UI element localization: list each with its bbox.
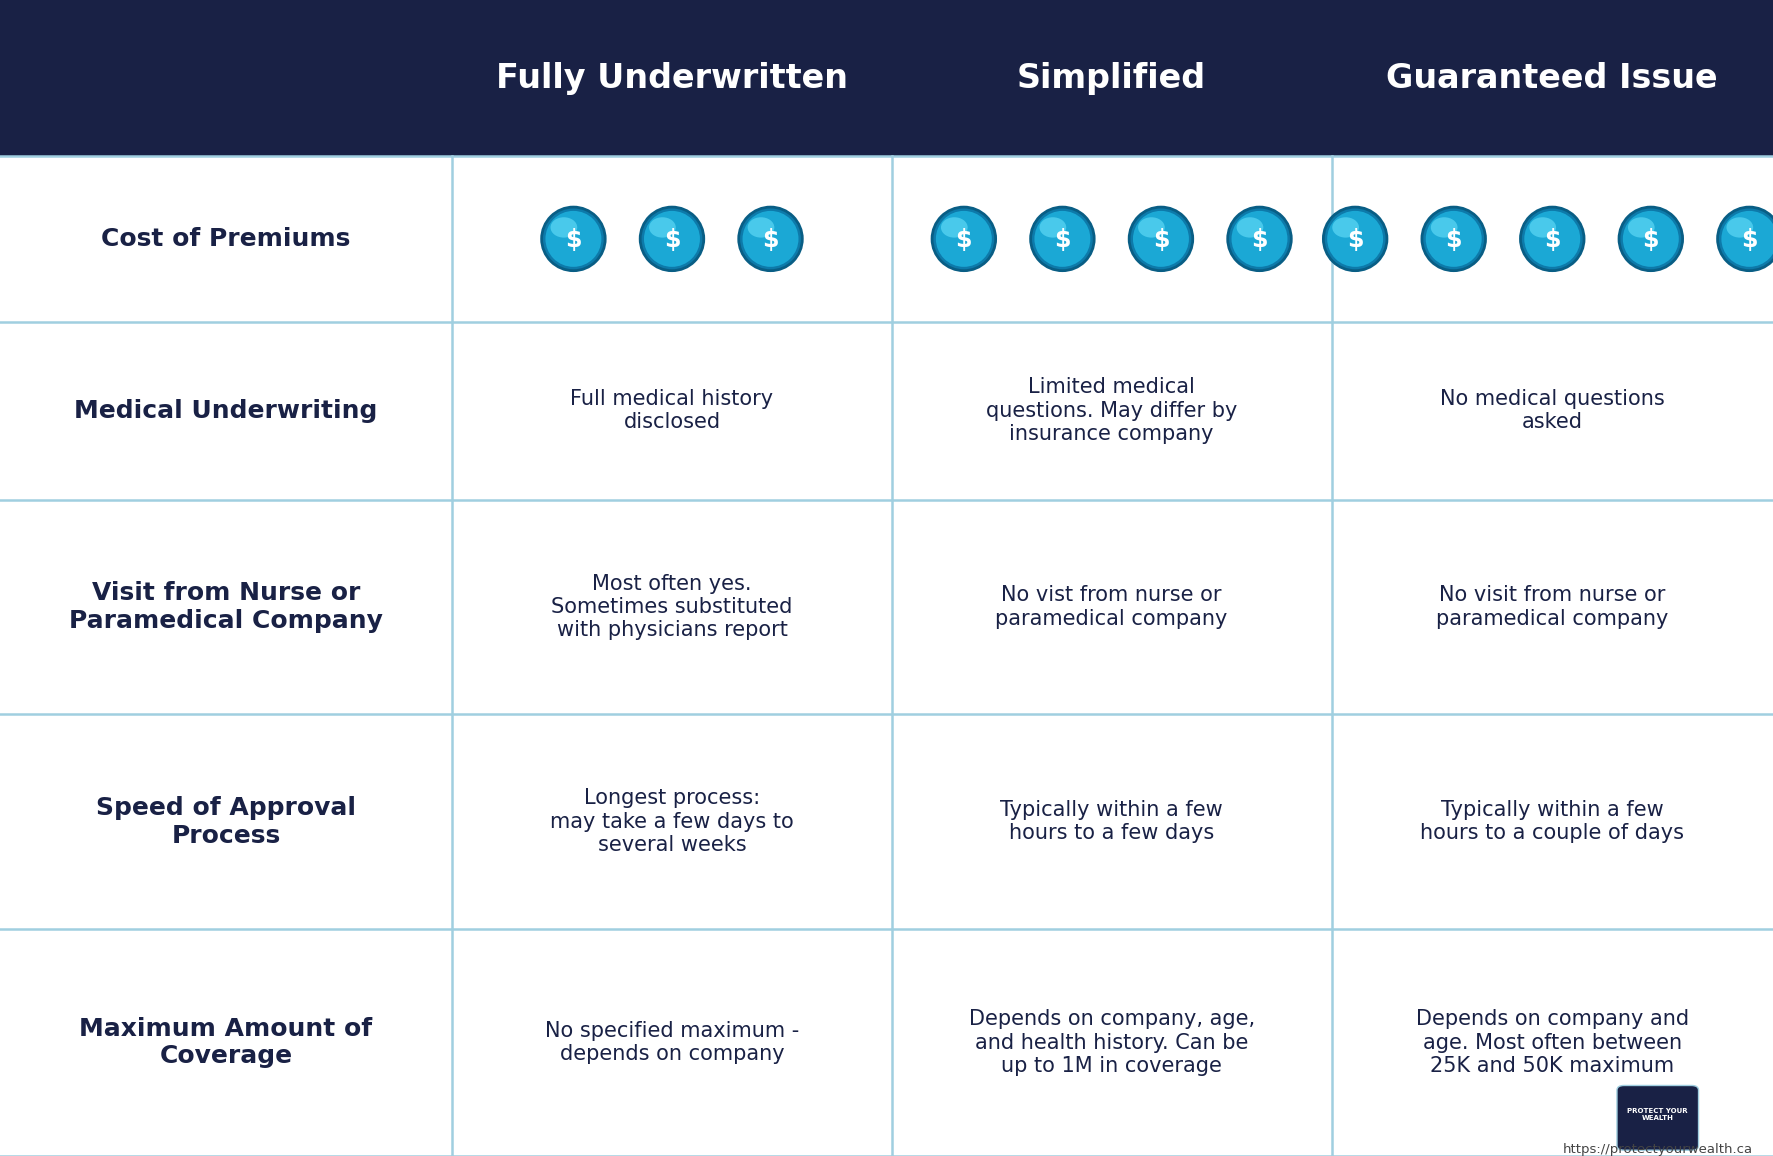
FancyBboxPatch shape: [0, 0, 1773, 156]
Ellipse shape: [1034, 210, 1090, 267]
Ellipse shape: [739, 207, 803, 271]
Text: Full medical history
disclosed: Full medical history disclosed: [571, 390, 773, 432]
Ellipse shape: [1431, 217, 1457, 238]
Text: $: $: [663, 228, 681, 252]
Text: Depends on company and
age. Most often between
25K and 50K maximum: Depends on company and age. Most often b…: [1415, 1009, 1690, 1076]
Ellipse shape: [1622, 210, 1679, 267]
Text: No specified maximum -
depends on company: No specified maximum - depends on compan…: [544, 1021, 800, 1065]
Text: PROTECT YOUR
WEALTH: PROTECT YOUR WEALTH: [1628, 1107, 1688, 1121]
Text: Medical Underwriting: Medical Underwriting: [74, 399, 378, 423]
Text: Maximum Amount of
Coverage: Maximum Amount of Coverage: [80, 1016, 372, 1068]
Ellipse shape: [1525, 210, 1580, 267]
Text: No visit from nurse or
paramedical company: No visit from nurse or paramedical compa…: [1436, 585, 1668, 629]
Ellipse shape: [1628, 217, 1654, 238]
Ellipse shape: [1332, 217, 1358, 238]
FancyBboxPatch shape: [1617, 1085, 1699, 1150]
Text: $: $: [1152, 228, 1168, 252]
Ellipse shape: [748, 217, 775, 238]
Ellipse shape: [743, 210, 798, 267]
Text: $: $: [1055, 228, 1071, 252]
Ellipse shape: [1133, 210, 1190, 267]
Ellipse shape: [1530, 217, 1557, 238]
Ellipse shape: [644, 210, 700, 267]
Text: Guaranteed Issue: Guaranteed Issue: [1386, 61, 1718, 95]
Ellipse shape: [1722, 210, 1773, 267]
Text: $: $: [1741, 228, 1757, 252]
FancyBboxPatch shape: [0, 156, 1773, 1156]
Ellipse shape: [1236, 217, 1264, 238]
Ellipse shape: [941, 217, 968, 238]
Text: Depends on company, age,
and health history. Can be
up to 1M in coverage: Depends on company, age, and health hist…: [968, 1009, 1255, 1076]
Ellipse shape: [1030, 207, 1094, 271]
Ellipse shape: [1138, 217, 1165, 238]
Text: $: $: [1445, 228, 1463, 252]
Ellipse shape: [1521, 207, 1583, 271]
Text: Typically within a few
hours to a couple of days: Typically within a few hours to a couple…: [1420, 800, 1684, 843]
Ellipse shape: [541, 207, 605, 271]
Ellipse shape: [1619, 207, 1683, 271]
Text: $: $: [1544, 228, 1560, 252]
Ellipse shape: [933, 207, 996, 271]
Ellipse shape: [1129, 207, 1193, 271]
Text: Limited medical
questions. May differ by
insurance company: Limited medical questions. May differ by…: [986, 378, 1238, 444]
Ellipse shape: [1323, 207, 1386, 271]
Text: Most often yes.
Sometimes substituted
with physicians report: Most often yes. Sometimes substituted wi…: [551, 573, 793, 640]
Text: $: $: [762, 228, 778, 252]
Text: https://protectyourwealth.ca: https://protectyourwealth.ca: [1562, 1142, 1753, 1156]
Text: Cost of Premiums: Cost of Premiums: [101, 227, 351, 251]
Text: Longest process:
may take a few days to
several weeks: Longest process: may take a few days to …: [550, 788, 794, 855]
Text: Visit from Nurse or
Paramedical Company: Visit from Nurse or Paramedical Company: [69, 581, 383, 632]
Text: Simplified: Simplified: [1018, 61, 1206, 95]
Text: Fully Underwritten: Fully Underwritten: [496, 61, 847, 95]
Ellipse shape: [551, 217, 578, 238]
Ellipse shape: [1727, 217, 1753, 238]
Text: $: $: [566, 228, 582, 252]
Ellipse shape: [936, 210, 991, 267]
Text: $: $: [1642, 228, 1660, 252]
Text: $: $: [956, 228, 972, 252]
Text: $: $: [1347, 228, 1363, 252]
Ellipse shape: [1227, 207, 1291, 271]
Text: No vist from nurse or
paramedical company: No vist from nurse or paramedical compan…: [995, 585, 1229, 629]
Ellipse shape: [546, 210, 601, 267]
Text: Typically within a few
hours to a few days: Typically within a few hours to a few da…: [1000, 800, 1223, 843]
Ellipse shape: [1232, 210, 1287, 267]
Ellipse shape: [1422, 207, 1486, 271]
Ellipse shape: [1425, 210, 1482, 267]
Text: No medical questions
asked: No medical questions asked: [1440, 390, 1665, 432]
Text: $: $: [1252, 228, 1268, 252]
Ellipse shape: [649, 217, 676, 238]
Text: Speed of Approval
Process: Speed of Approval Process: [96, 795, 356, 847]
Ellipse shape: [1039, 217, 1066, 238]
Ellipse shape: [640, 207, 704, 271]
Ellipse shape: [1718, 207, 1773, 271]
Ellipse shape: [1328, 210, 1383, 267]
